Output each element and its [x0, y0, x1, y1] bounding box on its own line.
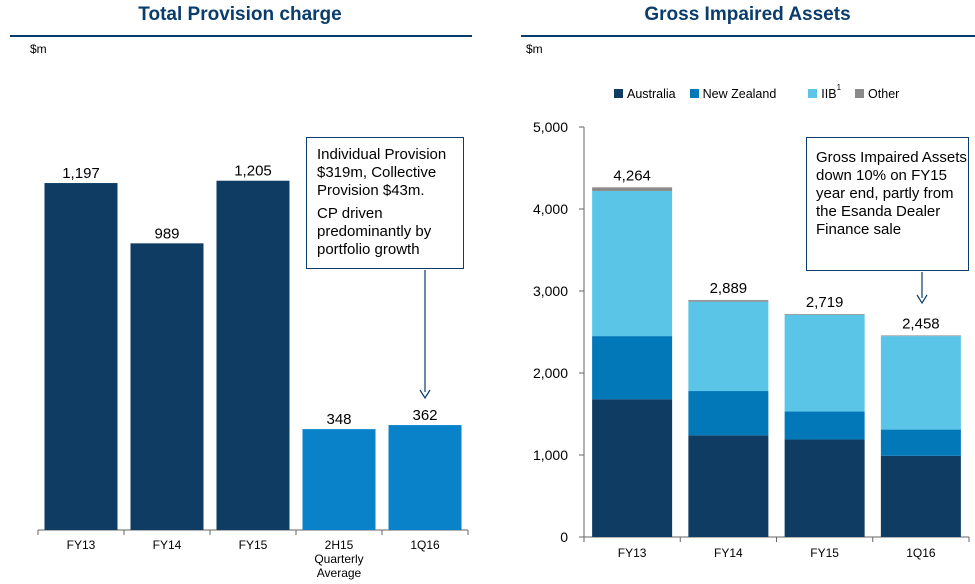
- legend-label-other: Other: [868, 86, 900, 101]
- legend-item-iib: IIB1: [808, 83, 842, 102]
- left-callout-arrowhead: [419, 389, 431, 400]
- right-y-tick-label: 1,000: [533, 447, 568, 463]
- provision-category-label-fy15: FY15: [239, 538, 268, 552]
- legend-item-other: Other: [855, 86, 899, 101]
- legend-swatch-iib: [808, 89, 818, 99]
- gia-bar-segment-iib-fy13: [592, 190, 673, 337]
- legend-item-australia: Australia: [614, 86, 676, 101]
- left-title-rule: [10, 35, 472, 37]
- left-panel-title: Total Provision charge: [138, 4, 342, 25]
- legend-swatch-other: [855, 89, 865, 99]
- right-callout: Gross Impaired Assets down 10% on FY15 y…: [806, 137, 969, 271]
- right-callout-arrowhead: [916, 294, 928, 305]
- provision-category-label-fy14: FY14: [153, 538, 182, 552]
- provision-category-label-2h15-quarterly-average: Quarterly: [314, 552, 363, 566]
- gia-total-label-fy13: 4,264: [613, 167, 651, 184]
- provision-value-label-fy13: 1,197: [62, 165, 100, 182]
- gia-bar-segment-australia-1q16: [880, 455, 961, 537]
- gia-total-label-fy15: 2,719: [806, 294, 844, 311]
- left-unit-label: $m: [30, 42, 47, 56]
- left-callout: Individual Provision $319m, Collective P…: [306, 137, 464, 269]
- gia-bar-segment-iib-fy15: [784, 314, 865, 412]
- gia-bar-segment-new-zealand-fy14: [688, 391, 769, 436]
- provision-value-label-1q16: 362: [412, 407, 437, 424]
- legend-label-new-zealand: New Zealand: [702, 86, 777, 101]
- gia-bar-segment-new-zealand-fy13: [592, 336, 673, 400]
- right-y-tick-label: 0: [560, 529, 568, 545]
- gia-bar-segment-australia-fy15: [784, 439, 865, 537]
- legend-label-iib: IIB1: [821, 83, 842, 102]
- gia-category-label-fy15: FY15: [810, 546, 839, 560]
- provision-category-label-1q16: 1Q16: [410, 538, 440, 552]
- gia-total-label-fy14: 2,889: [710, 280, 748, 297]
- gia-bar-segment-other-fy15: [784, 314, 865, 315]
- gia-bar-segment-iib-1q16: [880, 336, 961, 430]
- provision-value-label-fy14: 989: [154, 225, 179, 242]
- gia-bar-segment-new-zealand-1q16: [880, 429, 961, 456]
- gia-bar-segment-australia-fy14: [688, 435, 769, 537]
- provision-bar-1q16: [388, 425, 462, 530]
- gia-bar-segment-australia-fy13: [592, 399, 673, 537]
- gia-bar-segment-new-zealand-fy15: [784, 411, 865, 440]
- provision-value-label-fy15: 1,205: [234, 163, 272, 180]
- gia-total-label-1q16: 2,458: [902, 315, 940, 332]
- right-y-tick-label: 3,000: [533, 283, 568, 299]
- right-y-tick-label: 5,000: [533, 119, 568, 135]
- right-y-tick-label: 4,000: [533, 201, 568, 217]
- right-unit-label: $m: [526, 42, 543, 56]
- legend-swatch-australia: [614, 89, 623, 99]
- legend-label-iib-text: IIB: [821, 87, 837, 102]
- provision-bar-2h15-quarterly-average: [302, 429, 376, 530]
- provision-bar-fy15: [216, 180, 290, 530]
- right-callout-text-1: Gross Impaired Assets down 10% on FY15 y…: [816, 149, 967, 238]
- legend-swatch-new-zealand: [689, 89, 699, 99]
- right-title-rule: [521, 35, 975, 37]
- right-panel-title: Gross Impaired Assets: [644, 4, 851, 25]
- gia-category-label-fy14: FY14: [714, 546, 743, 560]
- right-legend: Australia New Zealand IIB1 Other: [614, 83, 899, 102]
- right-y-tick-label: 2,000: [533, 365, 568, 381]
- legend-item-new-zealand: New Zealand: [689, 86, 777, 101]
- provision-category-label-2h15-quarterly-average: 2H15: [325, 538, 354, 552]
- provision-bar-fy14: [130, 243, 204, 531]
- legend-label-iib-footnote: 1: [836, 83, 842, 92]
- left-callout-text-1: Individual Provision $319m, Collective P…: [317, 146, 447, 199]
- provision-value-label-2h15-quarterly-average: 348: [326, 411, 351, 428]
- provision-category-label-2h15-quarterly-average: Average: [317, 566, 362, 580]
- provision-category-label-fy13: FY13: [67, 538, 96, 552]
- legend-label-australia: Australia: [627, 86, 676, 101]
- gia-category-label-1q16: 1Q16: [906, 546, 936, 560]
- gia-bar-segment-other-fy13: [592, 187, 673, 191]
- provision-bar-fy13: [44, 183, 118, 531]
- gia-bar-segment-other-fy14: [688, 300, 769, 302]
- gia-bar-segment-other-1q16: [880, 335, 961, 337]
- gia-bar-segment-iib-fy14: [688, 301, 769, 392]
- gia-category-label-fy13: FY13: [618, 546, 647, 560]
- left-callout-text-2: CP driven predominantly by portfolio gro…: [317, 205, 432, 258]
